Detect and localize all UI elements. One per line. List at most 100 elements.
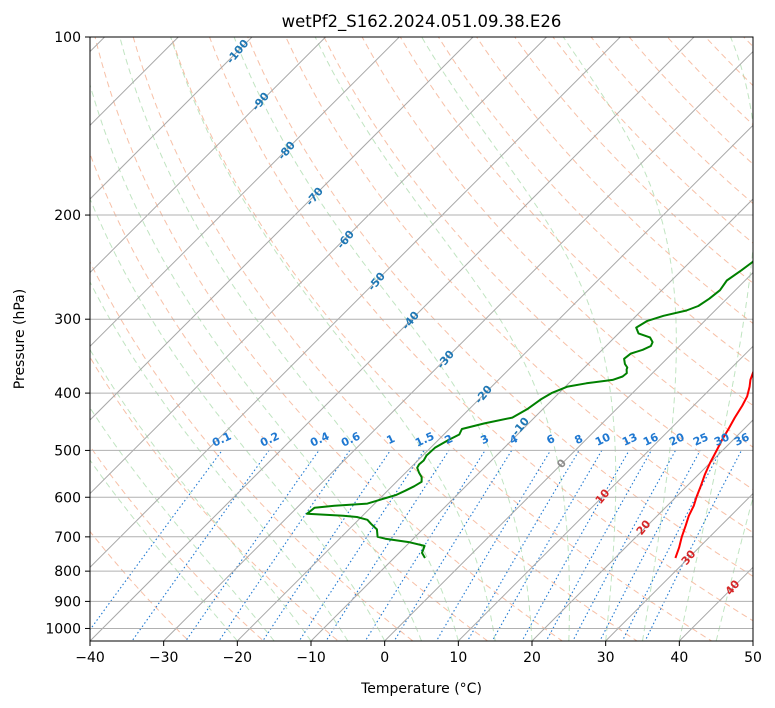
moist-adiabats [90, 37, 753, 641]
moist-adiabat [715, 495, 753, 641]
x-tick-label: 20 [523, 650, 541, 666]
dry-adiabat [90, 530, 190, 641]
x-tick-label: 10 [449, 650, 467, 666]
moist-adiabat-label: 20 [634, 517, 654, 537]
isotherm-line [90, 37, 253, 200]
dry-adiabat [247, 37, 753, 577]
isotherm-line [90, 37, 474, 421]
dry-adiabat [323, 37, 753, 491]
mixing-ratio-label: 13 [620, 430, 639, 448]
dry-adiabat [476, 37, 753, 325]
x-axis-label: Temperature (°C) [360, 681, 482, 697]
mixing-ratio-label: 30 [712, 430, 732, 448]
dry-adiabat [590, 37, 753, 205]
mixing-ratio-line [131, 450, 270, 641]
y-tick-label: 1000 [45, 621, 81, 637]
plot-frame [89, 36, 754, 642]
y-tick-label: 900 [54, 594, 81, 610]
dry-adiabat [437, 37, 753, 365]
isotherm-line [236, 124, 753, 641]
mixing-ratio-line [621, 450, 722, 641]
mixing-ratio-label: 6 [545, 432, 558, 447]
isobars [90, 37, 753, 629]
x-axis: −40 −30 −20 −10 0 10 20 30 40 50 [75, 641, 762, 666]
dry-adiabat [90, 260, 414, 641]
x-tick-label: 30 [597, 650, 615, 666]
mixing-ratio-line [393, 450, 513, 641]
moist-adiabat [170, 37, 496, 641]
moist-adiabat [90, 197, 386, 641]
dry-adiabat [90, 152, 489, 641]
dry-adiabat [90, 356, 340, 641]
moist-adiabat [119, 37, 459, 641]
mixing-ratio-line [262, 450, 391, 641]
x-tick-label: −10 [296, 650, 326, 666]
isotherm-line [90, 37, 327, 274]
moist-adiabat [421, 37, 617, 641]
x-tick-label: −30 [149, 650, 179, 666]
isotherm-line [383, 271, 753, 641]
dry-adiabat [514, 37, 753, 284]
moist-adiabat [90, 406, 275, 641]
mixing-ratio-label: 2 [443, 432, 455, 447]
moist-adiabat [314, 37, 570, 641]
dry-adiabat [666, 37, 753, 126]
chart-title: wetPf2_S162.2024.051.09.38.E26 [282, 12, 562, 32]
mixing-ratio-label: 0.2 [258, 430, 281, 450]
mixing-ratio-label: 0.4 [308, 429, 331, 449]
dry-adiabat [285, 37, 753, 534]
mixing-ratio-line [435, 450, 552, 641]
dry-adiabat-label: -60 [334, 228, 357, 252]
isotherm-line [162, 50, 753, 641]
dry-adiabat [743, 37, 753, 48]
y-axis-label: Pressure (hPa) [12, 289, 28, 389]
profile-series [306, 259, 753, 559]
y-tick-label: 200 [54, 208, 81, 224]
moist-adiabat [562, 37, 677, 641]
mixing-ratio-line [90, 450, 223, 631]
mixing-ratio-label: 8 [573, 432, 585, 447]
dry-adiabat [208, 37, 753, 622]
isotherm-line [752, 640, 753, 641]
mixing-ratio-line [298, 450, 425, 641]
isotherm-line [457, 345, 753, 641]
dry-adiabat [94, 37, 564, 641]
isotherm-line [604, 492, 753, 641]
mixing-ratio-label: 16 [641, 430, 661, 448]
y-tick-label: 500 [54, 443, 81, 459]
isotherm-line [90, 37, 401, 348]
dry-adiabats [90, 37, 753, 641]
y-tick-label: 300 [54, 312, 81, 328]
x-tick-label: 40 [670, 650, 688, 666]
x-tick-label: 50 [744, 650, 762, 666]
isotherm-line [90, 37, 180, 127]
dry-adiabat [132, 37, 638, 641]
mixing-ratio-label: 36 [732, 430, 752, 448]
y-tick-label: 800 [54, 564, 81, 580]
dry-adiabat [90, 445, 265, 641]
mixing-ratio-line [521, 450, 630, 641]
isotherm-line [0, 10, 58, 653]
dry-adiabat [170, 37, 713, 641]
moist-adiabat [90, 280, 349, 641]
moist-adiabat [90, 83, 422, 641]
moist-adiabat [90, 459, 238, 641]
y-tick-label: 600 [54, 490, 81, 506]
mixing-ratio-label: 20 [667, 430, 687, 448]
y-axis: 100 200 300 400 500 600 700 800 900 1000 [45, 30, 90, 637]
isotherms [0, 10, 753, 653]
dry-adiabat [399, 37, 753, 407]
dewpoint-profile-line [306, 259, 753, 559]
isotherm-line [90, 37, 622, 569]
x-tick-label: 0 [380, 650, 389, 666]
mixing-ratio-label: 25 [691, 430, 710, 448]
mixing-ratio-label: 0.1 [210, 430, 233, 450]
y-tick-label: 100 [54, 30, 81, 46]
y-tick-label: 400 [54, 386, 81, 402]
mixing-ratio-label: 0.6 [339, 429, 362, 449]
isotherm-line [90, 37, 695, 641]
moist-adiabat [90, 348, 312, 641]
dry-adiabat [361, 37, 753, 448]
x-tick-label: −20 [223, 650, 253, 666]
